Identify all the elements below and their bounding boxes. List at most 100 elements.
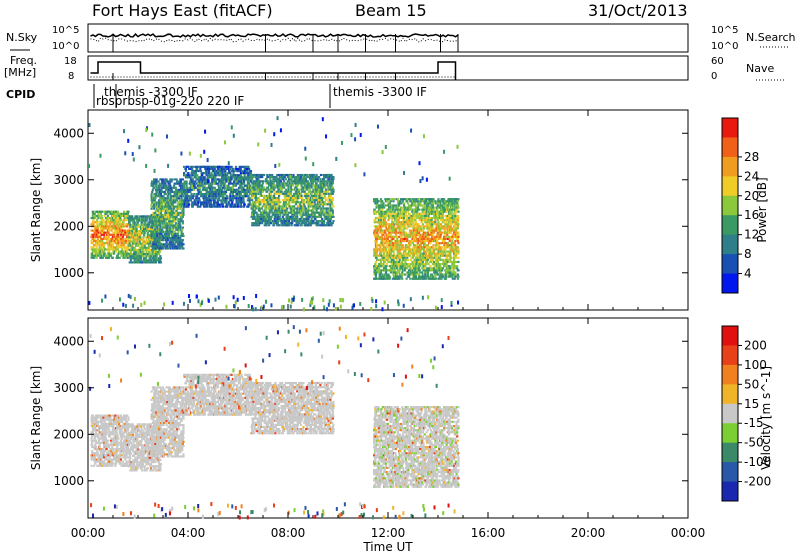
data-cell — [294, 207, 297, 210]
data-cell — [149, 227, 153, 230]
data-cell — [90, 223, 93, 226]
data-cell — [157, 201, 160, 204]
data-cell — [123, 246, 126, 249]
data-cell — [308, 176, 311, 179]
data-cell — [329, 196, 332, 200]
data-cell — [178, 228, 181, 231]
data-cell — [164, 218, 167, 221]
data-cell — [253, 213, 256, 216]
data-cell — [153, 180, 156, 183]
data-cell — [116, 223, 119, 226]
data-cell — [128, 227, 131, 230]
data-cell — [199, 165, 203, 168]
data-cell — [158, 241, 161, 244]
data-cell — [302, 213, 305, 216]
data-cell — [257, 178, 260, 181]
data-cell — [99, 225, 103, 228]
data-cell — [380, 210, 383, 213]
beam-title: Beam 15 — [355, 1, 427, 20]
data-cell — [149, 242, 152, 245]
data-cell — [273, 207, 276, 210]
data-cell — [219, 195, 223, 198]
data-cell — [96, 223, 99, 226]
data-cell — [150, 199, 153, 202]
data-cell — [282, 178, 285, 181]
data-cell — [94, 210, 97, 213]
data-cell — [373, 248, 376, 251]
data-cell — [389, 271, 393, 274]
data-cell — [293, 209, 296, 212]
data-cell — [392, 258, 395, 261]
data-cell — [170, 236, 173, 240]
data-cell — [170, 220, 173, 223]
data-cell — [164, 180, 168, 183]
data-cell — [176, 205, 179, 208]
data-cell — [381, 206, 384, 209]
data-cell — [206, 186, 209, 189]
data-cell — [387, 212, 390, 215]
data-cell — [110, 227, 113, 230]
data-cell — [90, 256, 93, 259]
data-cell — [133, 219, 136, 222]
data-cell — [272, 178, 275, 181]
data-cell — [277, 217, 280, 220]
freq-trace — [90, 61, 457, 80]
data-cell — [329, 209, 333, 212]
data-cell — [259, 213, 263, 216]
data-cell — [301, 196, 304, 200]
data-cell — [219, 180, 223, 183]
data-cell — [310, 192, 313, 195]
data-cell — [119, 233, 123, 236]
data-cell — [332, 176, 335, 179]
data-cell — [158, 190, 161, 194]
data-cell — [96, 225, 99, 228]
data-cell — [159, 220, 163, 223]
data-cell — [284, 222, 287, 225]
data-cell — [119, 219, 123, 222]
data-cell — [219, 205, 222, 208]
data-cell — [128, 236, 131, 239]
data-cell — [162, 239, 165, 242]
data-cell — [168, 180, 171, 183]
data-cell — [136, 257, 139, 260]
data-cell — [319, 186, 322, 189]
data-cell — [164, 209, 168, 212]
data-cell — [203, 203, 206, 206]
data-cell — [302, 186, 305, 189]
data-cell — [392, 231, 395, 234]
data-cell — [389, 206, 393, 209]
data-cell — [164, 232, 167, 235]
data-cell — [154, 243, 158, 246]
data-cell — [147, 259, 150, 262]
data-cell — [161, 236, 164, 240]
data-cell — [189, 178, 193, 181]
data-cell — [231, 195, 234, 198]
data-cell — [238, 174, 241, 177]
data-cell — [294, 180, 297, 183]
data-cell — [308, 224, 311, 227]
data-cell — [103, 244, 106, 247]
data-cell — [163, 243, 166, 246]
data-cell — [233, 195, 236, 198]
data-cell — [129, 225, 132, 228]
data-cell — [173, 236, 176, 240]
data-cell — [228, 182, 231, 185]
data-cell — [228, 170, 231, 173]
data-cell — [313, 176, 316, 179]
data-cell — [293, 205, 296, 208]
data-cell — [237, 167, 240, 170]
data-cell — [321, 205, 324, 208]
data-cell — [231, 182, 234, 185]
data-cell — [303, 201, 306, 204]
data-cell — [308, 184, 311, 187]
data-cell — [379, 244, 383, 247]
data-cell — [221, 170, 224, 173]
data-cell — [164, 220, 168, 223]
data-cell — [241, 178, 244, 181]
data-cell — [291, 180, 294, 183]
data-cell — [373, 198, 376, 201]
data-cell — [117, 240, 120, 243]
data-cell — [265, 196, 268, 200]
data-cell — [261, 182, 264, 185]
data-cell — [325, 217, 328, 220]
